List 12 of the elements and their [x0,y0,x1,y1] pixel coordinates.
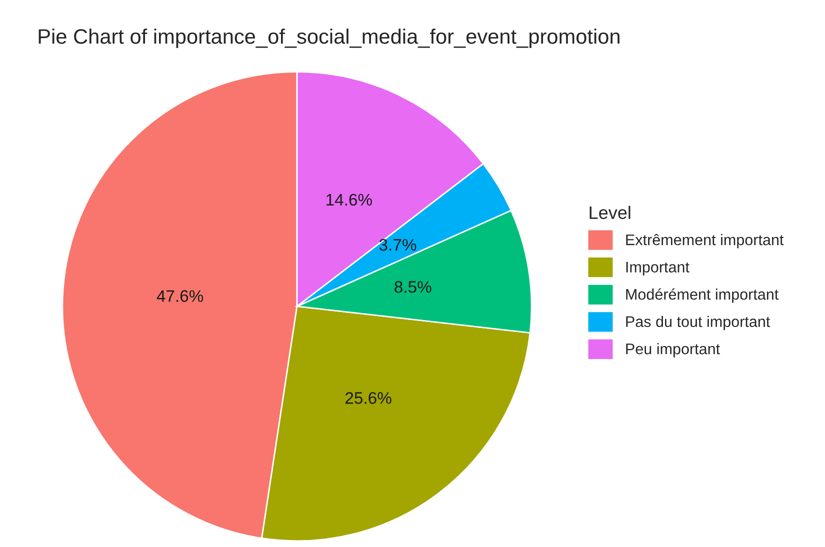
legend-label: Peu important [626,343,720,358]
legend-label: Extrêmement important [626,234,784,248]
data-label: 8.5% [394,281,432,293]
legend-title: Level [590,206,630,220]
data-label: 47.6% [156,290,204,302]
data-label: 14.6% [326,194,372,206]
data-label: 25.6% [346,392,392,404]
chart-title: Pie Chart of importance_of_social_media_for_event_promotion [38,28,620,48]
legend-label: Modérément important [626,288,779,303]
legend-label: Pas du tout important [626,316,770,330]
legend-label: Important [626,262,690,276]
data-label: 3.7% [379,238,416,251]
